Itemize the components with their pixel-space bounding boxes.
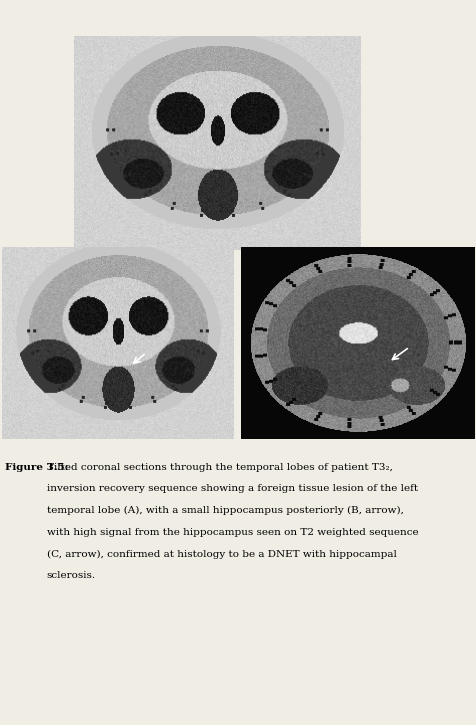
Text: Figure 3.5:: Figure 3.5: — [5, 463, 68, 471]
Text: inversion recovery sequence showing a foreign tissue lesion of the left: inversion recovery sequence showing a fo… — [47, 484, 417, 493]
Text: with high signal from the hippocampus seen on T2 weighted sequence: with high signal from the hippocampus se… — [47, 528, 417, 536]
Text: Tilted coronal sections through the temporal lobes of patient T3₂,: Tilted coronal sections through the temp… — [47, 463, 392, 471]
Text: sclerosis.: sclerosis. — [47, 571, 96, 580]
Text: temporal lobe (A), with a small hippocampus posteriorly (B, arrow),: temporal lobe (A), with a small hippocam… — [47, 506, 403, 515]
Text: A: A — [74, 40, 85, 54]
Text: (C, arrow), confirmed at histology to be a DNET with hippocampal: (C, arrow), confirmed at histology to be… — [47, 550, 396, 559]
Text: C: C — [240, 257, 250, 271]
Text: B: B — [2, 257, 13, 271]
